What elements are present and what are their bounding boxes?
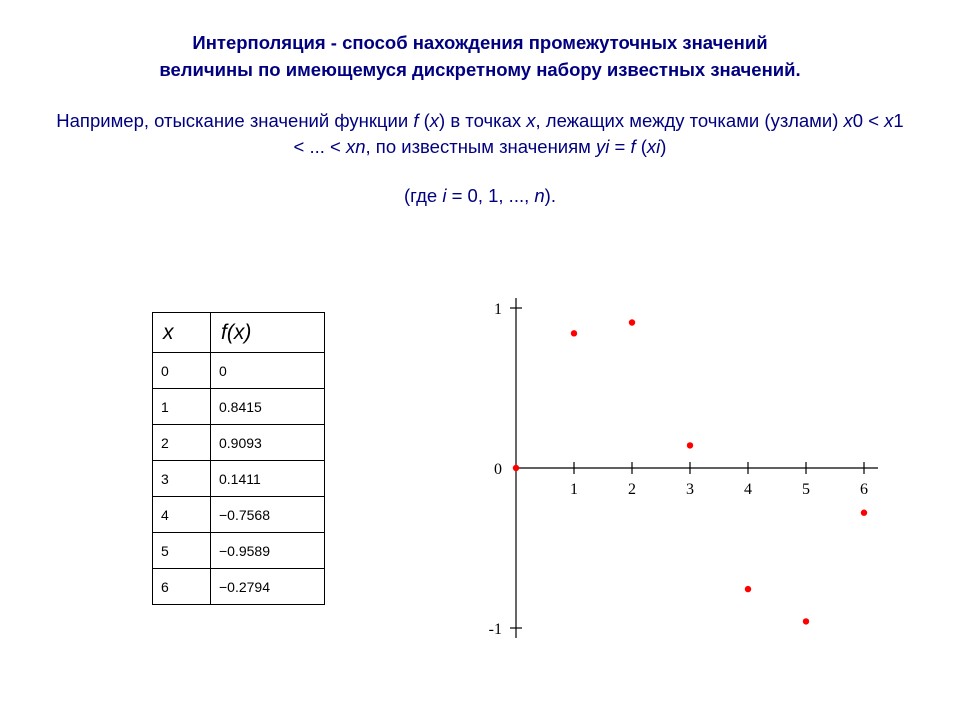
cell-fx: −0.9589 xyxy=(211,533,325,569)
y-tick-label: 1 xyxy=(494,301,502,318)
cell-fx: −0.2794 xyxy=(211,569,325,605)
where-open: (где xyxy=(404,185,442,206)
where-text: (где i = 0, 1, ..., n). xyxy=(40,185,920,207)
table-row: 5−0.9589 xyxy=(153,533,325,569)
cell-x: 4 xyxy=(153,497,211,533)
data-point xyxy=(745,586,751,592)
data-table: x f(x) 0010.841520.909330.14114−0.75685−… xyxy=(152,312,325,605)
cell-x: 3 xyxy=(153,461,211,497)
data-point xyxy=(513,465,519,471)
cell-x: 2 xyxy=(153,425,211,461)
cell-x: 5 xyxy=(153,533,211,569)
table-header-row: x f(x) xyxy=(153,313,325,353)
cell-fx: 0.8415 xyxy=(211,389,325,425)
x-tick-label: 5 xyxy=(802,481,810,498)
table-row: 20.9093 xyxy=(153,425,325,461)
x-tick-label: 2 xyxy=(628,481,636,498)
scatter-chart: 1 2 3 4 5 6 -1 0 1 xyxy=(468,282,888,664)
cell-x: 0 xyxy=(153,353,211,389)
example-mid: , лежащих между точками (узлами) xyxy=(536,110,844,131)
example-yi: yi xyxy=(596,136,609,157)
example-tail: , по известным значениям xyxy=(366,136,596,157)
cell-fx: 0.1411 xyxy=(211,461,325,497)
heading-block: Интерполяция - способ нахождения промежу… xyxy=(0,0,960,207)
example-f: f xyxy=(413,110,423,131)
table-row: 6−0.2794 xyxy=(153,569,325,605)
table-header-fx: f(x) xyxy=(211,313,325,353)
table-row: 10.8415 xyxy=(153,389,325,425)
cell-x: 6 xyxy=(153,569,211,605)
data-point xyxy=(687,442,693,448)
example-close2: ) xyxy=(660,136,666,157)
y-tick-label: 0 xyxy=(494,461,502,478)
x-tick-label: 3 xyxy=(686,481,694,498)
example-eq: = xyxy=(609,136,630,157)
table-row: 4−0.7568 xyxy=(153,497,325,533)
x-tick-label: 4 xyxy=(744,481,752,498)
example-x2: x xyxy=(526,110,535,131)
where-close: ). xyxy=(545,185,556,206)
cell-fx: −0.7568 xyxy=(211,497,325,533)
example-zero: 0 < xyxy=(853,110,884,131)
example-x: x xyxy=(430,110,439,131)
table-row: 00 xyxy=(153,353,325,389)
x-tick-label: 6 xyxy=(860,481,868,498)
example-xn: xn xyxy=(346,136,366,157)
example-close: ) в точках xyxy=(439,110,526,131)
cell-fx: 0 xyxy=(211,353,325,389)
example-x0: x xyxy=(844,110,853,131)
where-mid: = 0, 1, ..., xyxy=(446,185,534,206)
title-line-2: величины по имеющемуся дискретному набор… xyxy=(40,57,920,84)
data-point xyxy=(803,618,809,624)
example-pre: Например, отыскание значений функции xyxy=(56,110,413,131)
where-n: n xyxy=(534,185,544,206)
cell-fx: 0.9093 xyxy=(211,425,325,461)
data-point xyxy=(861,510,867,516)
data-point xyxy=(571,330,577,336)
x-tick-label: 1 xyxy=(570,481,578,498)
title-line-1: Интерполяция - способ нахождения промежу… xyxy=(40,30,920,57)
data-point xyxy=(629,319,635,325)
table-header-x: x xyxy=(153,313,211,353)
example-text: Например, отыскание значений функции f (… xyxy=(40,108,920,162)
example-xi: xi xyxy=(647,136,660,157)
cell-x: 1 xyxy=(153,389,211,425)
y-tick-label: -1 xyxy=(489,621,502,638)
table-row: 30.1411 xyxy=(153,461,325,497)
example-f2: f xyxy=(630,136,640,157)
